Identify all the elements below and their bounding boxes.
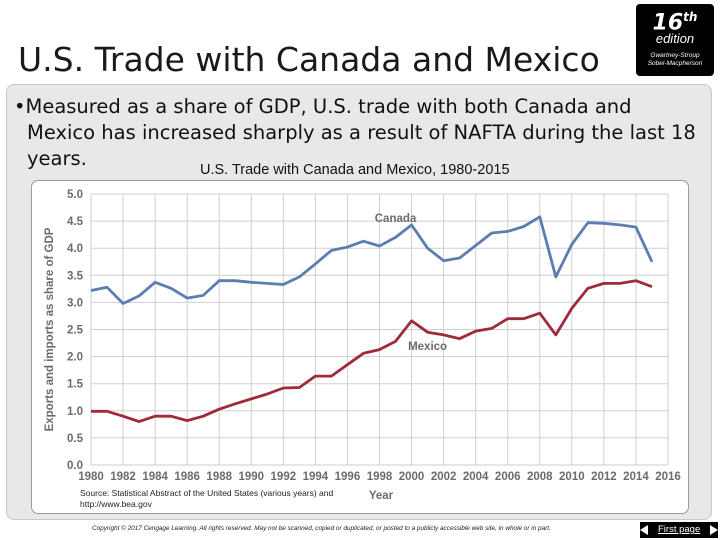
- edition-number-value: 16: [652, 10, 684, 36]
- edition-authors: Gwartney-Stroup Sobel-Macpherson: [636, 52, 714, 68]
- x-tick-label: 2014: [623, 471, 649, 483]
- y-tick-label: 0.5: [67, 433, 84, 445]
- x-tick-label: 2008: [527, 471, 553, 483]
- x-tick-label: 2012: [591, 471, 617, 483]
- edition-badge: 16th edition Gwartney-Stroup Sobel-Macph…: [636, 4, 714, 76]
- x-tick-label: 1998: [367, 471, 393, 483]
- y-tick-label: 2.5: [67, 325, 84, 337]
- line-chart: 0.0 0.5 1.0 1.5 2.0 2.5 3.0 3.5 4.0 4.5 5.0 1980 198…: [44, 189, 681, 502]
- author-line: Gwartney-Stroup: [650, 52, 700, 60]
- first-page-label: First page: [658, 524, 701, 535]
- y-tick-label: 1.5: [67, 379, 84, 391]
- bullet-line: years.: [27, 147, 87, 170]
- x-tick-label: 1986: [174, 471, 200, 483]
- x-tick-label: 1990: [238, 471, 264, 483]
- y-tick-label: 5.0: [67, 189, 83, 201]
- x-tick-label: 1994: [303, 471, 329, 483]
- y-tick-label: 4.5: [67, 216, 84, 228]
- x-tick-label: 2006: [495, 471, 521, 483]
- arrow-right-icon: [710, 525, 718, 535]
- x-tick-label: 1984: [142, 471, 168, 483]
- source-note: Source: Statistical Abstract of the Unit…: [80, 488, 333, 510]
- y-tick-label: 0.0: [67, 460, 83, 472]
- x-tick-label: 2010: [559, 471, 585, 483]
- copyright-notice: Copyright © 2017 Cengage Learning. All r…: [92, 525, 551, 532]
- author-line: Sobel-Macpherson: [647, 60, 703, 68]
- y-tick-label: 3.0: [67, 297, 83, 309]
- bullet-line: •Measured as a share of GDP, U.S. trade …: [14, 95, 632, 118]
- y-tick-label: 2.0: [67, 352, 83, 364]
- edition-suffix: th: [683, 10, 698, 24]
- series-label-mexico: Mexico: [408, 341, 447, 353]
- series-line-mexico: [91, 279, 653, 424]
- series-label-canada: Canada: [375, 213, 417, 225]
- source-line: http://www.bea.gov: [80, 499, 152, 509]
- y-axis-label: Exports and imports as share of GDP: [44, 227, 56, 431]
- y-tick-label: 1.0: [67, 406, 83, 418]
- x-tick-label: 1980: [78, 471, 104, 483]
- slide-title: U.S. Trade with Canada and Mexico: [18, 40, 600, 79]
- x-tick-label: 2016: [655, 471, 681, 483]
- arrow-left-icon: [640, 525, 648, 535]
- x-axis-label: Year: [369, 490, 394, 502]
- edition-number: 16th: [636, 10, 714, 35]
- x-tick-label: 1992: [271, 471, 297, 483]
- series-line-canada: [90, 215, 654, 305]
- source-line: Source: Statistical Abstract of the Unit…: [80, 488, 334, 498]
- x-tick-label: 1996: [335, 471, 361, 483]
- bullet-line: Mexico has increased sharply as a result…: [27, 121, 696, 144]
- y-tick-label: 3.5: [67, 270, 84, 282]
- x-tick-label: 1982: [110, 471, 136, 483]
- x-tick-label: 1988: [206, 471, 232, 483]
- chart-title: U.S. Trade with Canada and Mexico, 1980-…: [200, 162, 510, 178]
- x-tick-label: 2000: [399, 471, 425, 483]
- edition-word: edition: [655, 31, 695, 47]
- y-tick-label: 4.0: [67, 243, 83, 255]
- bullet-text: •Measured as a share of GDP, U.S. trade …: [14, 94, 704, 172]
- x-tick-label: 2004: [463, 471, 489, 483]
- x-tick-label: 2002: [431, 471, 457, 483]
- first-page-button[interactable]: First page: [640, 522, 718, 538]
